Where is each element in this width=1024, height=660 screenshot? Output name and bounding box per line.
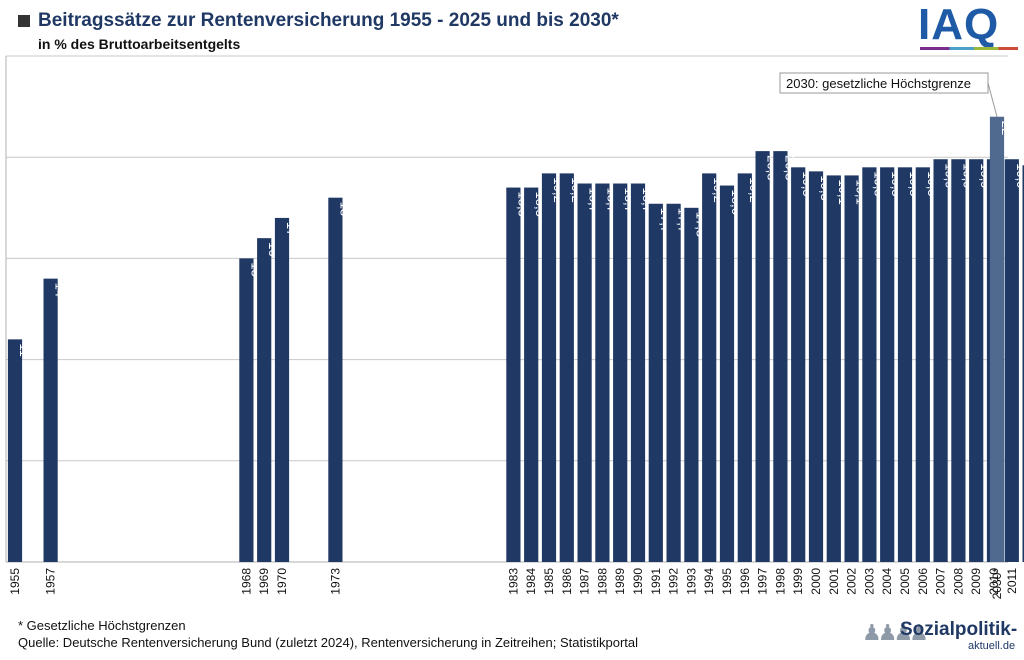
data-label: 14 bbox=[53, 283, 68, 297]
bar-2000 bbox=[808, 171, 824, 563]
bar-1992 bbox=[666, 203, 681, 562]
x-tick-label: 2009 bbox=[969, 568, 983, 595]
x-tick-label: 1970 bbox=[275, 568, 289, 595]
x-tick-label: 1969 bbox=[257, 568, 271, 595]
bar-1999 bbox=[791, 167, 806, 562]
data-label: 18 bbox=[337, 202, 352, 216]
x-tick-label: 2005 bbox=[898, 568, 912, 595]
x-tick-label: 1989 bbox=[613, 568, 627, 595]
bar-1997 bbox=[755, 151, 770, 563]
bar-1973 bbox=[328, 197, 343, 562]
data-label: 19,9 bbox=[1014, 163, 1024, 188]
x-tick-label: 2000 bbox=[809, 568, 823, 595]
x-tick-label: 1983 bbox=[506, 568, 520, 595]
x-tick-label: 1986 bbox=[560, 568, 574, 595]
bar-1969 bbox=[257, 238, 272, 562]
data-label: 17 bbox=[284, 222, 299, 236]
x-tick-label: 2012 bbox=[1023, 568, 1024, 595]
x-tick-label: 1992 bbox=[667, 568, 681, 595]
x-tick-label: 1984 bbox=[524, 568, 538, 595]
x-tick-label: 1996 bbox=[738, 568, 752, 595]
chart-title: Beitragssätze zur Rentenversicherung 195… bbox=[38, 10, 619, 31]
x-tick-label: 1995 bbox=[720, 568, 734, 595]
bar-1968 bbox=[239, 258, 254, 562]
bar-2004 bbox=[880, 167, 895, 562]
bar-1970 bbox=[274, 217, 290, 563]
bar-1989 bbox=[613, 183, 628, 562]
x-tick-label: 2004 bbox=[880, 568, 894, 595]
bar-2009 bbox=[969, 159, 984, 562]
annotation-connector bbox=[987, 82, 998, 117]
bar-1994 bbox=[702, 173, 717, 562]
x-tick-label: 2010 bbox=[987, 568, 1001, 595]
bar-chart: 11195514195715196816196917197018197318,5… bbox=[5, 55, 1024, 600]
source-note: Quelle: Deutsche Rentenversicherung Bund… bbox=[18, 635, 639, 650]
x-tick-label: 1957 bbox=[44, 568, 58, 595]
title-bullet-icon bbox=[18, 15, 30, 27]
annotation-text: 2030: gesetzliche Höchstgrenze bbox=[786, 76, 971, 91]
bar-2008 bbox=[951, 159, 966, 562]
x-tick-label: 1999 bbox=[791, 568, 805, 595]
x-tick-label: 1993 bbox=[684, 568, 698, 595]
bar-1990 bbox=[630, 183, 646, 562]
bar-1991 bbox=[648, 203, 663, 562]
bar-1986 bbox=[559, 173, 574, 562]
x-tick-label: 2011 bbox=[1005, 568, 1019, 594]
bar-1995 bbox=[719, 185, 735, 562]
x-tick-label: 1955 bbox=[8, 568, 22, 595]
x-tick-label: 1997 bbox=[756, 568, 770, 595]
x-tick-label: 1998 bbox=[773, 568, 787, 595]
bar-1987 bbox=[577, 183, 592, 562]
bar-2011 bbox=[1004, 159, 1019, 562]
bar-2012 bbox=[1022, 165, 1024, 562]
x-tick-label: 1985 bbox=[542, 568, 556, 595]
x-tick-label: 2030* bbox=[990, 568, 1004, 600]
x-tick-label: 1988 bbox=[595, 568, 609, 595]
bar-2007 bbox=[933, 159, 948, 562]
x-tick-label: 2006 bbox=[916, 568, 930, 595]
x-tick-label: 1987 bbox=[578, 568, 592, 595]
footnote: * Gesetzliche Höchstgrenzen bbox=[18, 618, 186, 633]
brand-main-text: Sozialpolitik- bbox=[900, 619, 1018, 640]
x-tick-label: 1973 bbox=[328, 568, 342, 595]
bar-1955 bbox=[7, 339, 23, 562]
x-tick-label: 1994 bbox=[702, 568, 716, 595]
data-label: 11 bbox=[17, 343, 32, 357]
bar-1996 bbox=[737, 173, 752, 562]
x-tick-label: 2001 bbox=[827, 568, 841, 595]
bar-1957 bbox=[43, 278, 58, 562]
iaq-logo: IAQ bbox=[918, 0, 1000, 49]
bar-1988 bbox=[595, 183, 610, 562]
bar-1984 bbox=[524, 187, 539, 562]
x-tick-label: 2008 bbox=[951, 568, 965, 595]
sozialpolitik-logo: ♟♟♟♟ Sozialpolitik- aktuell.de bbox=[862, 618, 1020, 658]
x-tick-label: 1968 bbox=[239, 568, 253, 595]
x-tick-label: 1991 bbox=[649, 568, 663, 595]
bar-2002 bbox=[844, 175, 859, 562]
bar-2006 bbox=[915, 167, 930, 562]
bar-2003 bbox=[862, 167, 877, 562]
bar-1983 bbox=[506, 187, 521, 562]
bar-2030* bbox=[989, 116, 1005, 562]
bar-1998 bbox=[773, 151, 788, 563]
brand-sub-text: aktuell.de bbox=[968, 640, 1016, 652]
chart-subtitle: in % des Bruttoarbeitsentgelts bbox=[38, 36, 241, 52]
x-tick-label: 2007 bbox=[934, 568, 948, 595]
people-silhouettes-icon: ♟♟♟♟ bbox=[862, 620, 929, 645]
bar-1993 bbox=[684, 207, 699, 563]
x-tick-label: 2002 bbox=[845, 568, 859, 595]
x-tick-label: 2003 bbox=[862, 568, 876, 595]
x-tick-label: 1990 bbox=[631, 568, 645, 595]
bar-2005 bbox=[897, 167, 913, 562]
data-label: 22 bbox=[999, 121, 1014, 135]
bar-2001 bbox=[826, 175, 841, 562]
title-row: Beitragssätze zur Rentenversicherung 195… bbox=[18, 10, 619, 32]
iaq-logo-stripe bbox=[920, 47, 1018, 50]
bar-1985 bbox=[541, 173, 557, 562]
